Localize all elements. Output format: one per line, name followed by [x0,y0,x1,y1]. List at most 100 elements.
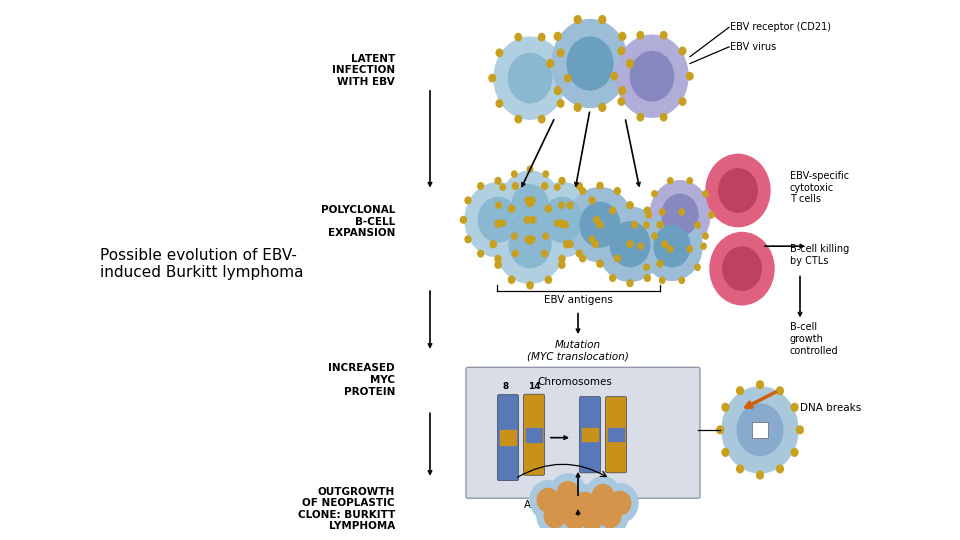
Ellipse shape [525,236,531,242]
Ellipse shape [555,184,560,190]
FancyBboxPatch shape [580,397,601,473]
Ellipse shape [597,221,603,228]
Ellipse shape [679,209,684,215]
Ellipse shape [563,221,568,228]
Ellipse shape [529,183,595,257]
Bar [500,430,516,445]
Ellipse shape [495,178,501,184]
Ellipse shape [555,220,560,226]
Ellipse shape [662,194,698,235]
Ellipse shape [512,185,548,226]
Ellipse shape [619,87,626,94]
Ellipse shape [557,482,579,505]
Text: Chromosomes: Chromosomes [538,377,612,387]
FancyBboxPatch shape [497,395,518,481]
Ellipse shape [525,197,531,204]
Ellipse shape [564,75,571,82]
Text: OUTGROWTH
OF NEOPLASTIC
CLONE: BURKITT
LYMPHOMA: OUTGROWTH OF NEOPLASTIC CLONE: BURKITT L… [298,487,395,531]
Ellipse shape [538,489,559,512]
Ellipse shape [509,53,552,103]
Ellipse shape [509,221,551,268]
Ellipse shape [527,282,533,289]
Text: 8: 8 [503,382,509,391]
Ellipse shape [667,178,673,184]
Ellipse shape [592,496,628,535]
Ellipse shape [509,205,515,212]
Ellipse shape [618,47,625,55]
Bar [608,428,624,441]
Ellipse shape [708,212,714,218]
Ellipse shape [529,236,535,242]
Ellipse shape [627,241,633,247]
Ellipse shape [717,426,724,434]
Ellipse shape [527,200,533,207]
Ellipse shape [516,116,521,123]
Ellipse shape [791,403,798,411]
Ellipse shape [680,47,685,55]
Ellipse shape [637,31,643,39]
Ellipse shape [495,205,565,284]
Ellipse shape [543,171,548,177]
Ellipse shape [723,247,761,291]
Ellipse shape [496,100,503,107]
Ellipse shape [599,104,606,111]
Ellipse shape [551,496,573,519]
Ellipse shape [500,184,505,190]
Ellipse shape [544,504,565,528]
Ellipse shape [537,496,573,535]
FancyBboxPatch shape [466,367,700,498]
Ellipse shape [589,236,595,242]
Ellipse shape [627,202,633,208]
Ellipse shape [644,275,650,281]
Ellipse shape [646,212,651,218]
Ellipse shape [567,202,573,208]
Ellipse shape [722,449,729,456]
Ellipse shape [695,222,700,228]
Bar [582,428,598,441]
Ellipse shape [614,187,620,194]
Text: DNA breaks: DNA breaks [800,403,861,413]
Text: EBV-specific
cytotoxic
T cells: EBV-specific cytotoxic T cells [790,171,850,204]
Ellipse shape [642,212,702,280]
Ellipse shape [737,404,782,456]
Ellipse shape [530,217,536,223]
Ellipse shape [542,198,582,242]
Ellipse shape [644,264,649,271]
Ellipse shape [465,183,531,257]
Ellipse shape [637,243,643,249]
Text: Possible evolution of EBV-
induced Burkitt lymphoma: Possible evolution of EBV- induced Burki… [100,247,303,280]
Ellipse shape [544,489,580,528]
Ellipse shape [660,31,667,39]
Ellipse shape [680,98,685,105]
Ellipse shape [777,465,783,473]
Ellipse shape [719,169,757,212]
Ellipse shape [597,260,603,267]
Ellipse shape [527,238,533,244]
Ellipse shape [588,496,609,519]
Ellipse shape [637,113,643,121]
Ellipse shape [495,220,501,227]
Ellipse shape [574,104,581,111]
Ellipse shape [627,202,633,208]
Ellipse shape [679,277,684,284]
Ellipse shape [559,261,565,268]
Ellipse shape [597,260,603,267]
Ellipse shape [516,33,521,41]
Ellipse shape [652,233,658,239]
Ellipse shape [695,264,700,271]
Ellipse shape [545,276,552,284]
Text: EBV virus: EBV virus [730,42,777,52]
Ellipse shape [722,403,729,411]
Ellipse shape [660,113,667,121]
Ellipse shape [631,52,674,101]
Ellipse shape [530,481,566,519]
FancyBboxPatch shape [523,394,544,475]
Ellipse shape [650,181,710,249]
Ellipse shape [593,217,600,223]
Ellipse shape [576,250,583,257]
Ellipse shape [736,465,743,473]
Ellipse shape [592,484,613,508]
Ellipse shape [491,241,496,248]
Ellipse shape [559,220,565,227]
Ellipse shape [602,484,638,523]
